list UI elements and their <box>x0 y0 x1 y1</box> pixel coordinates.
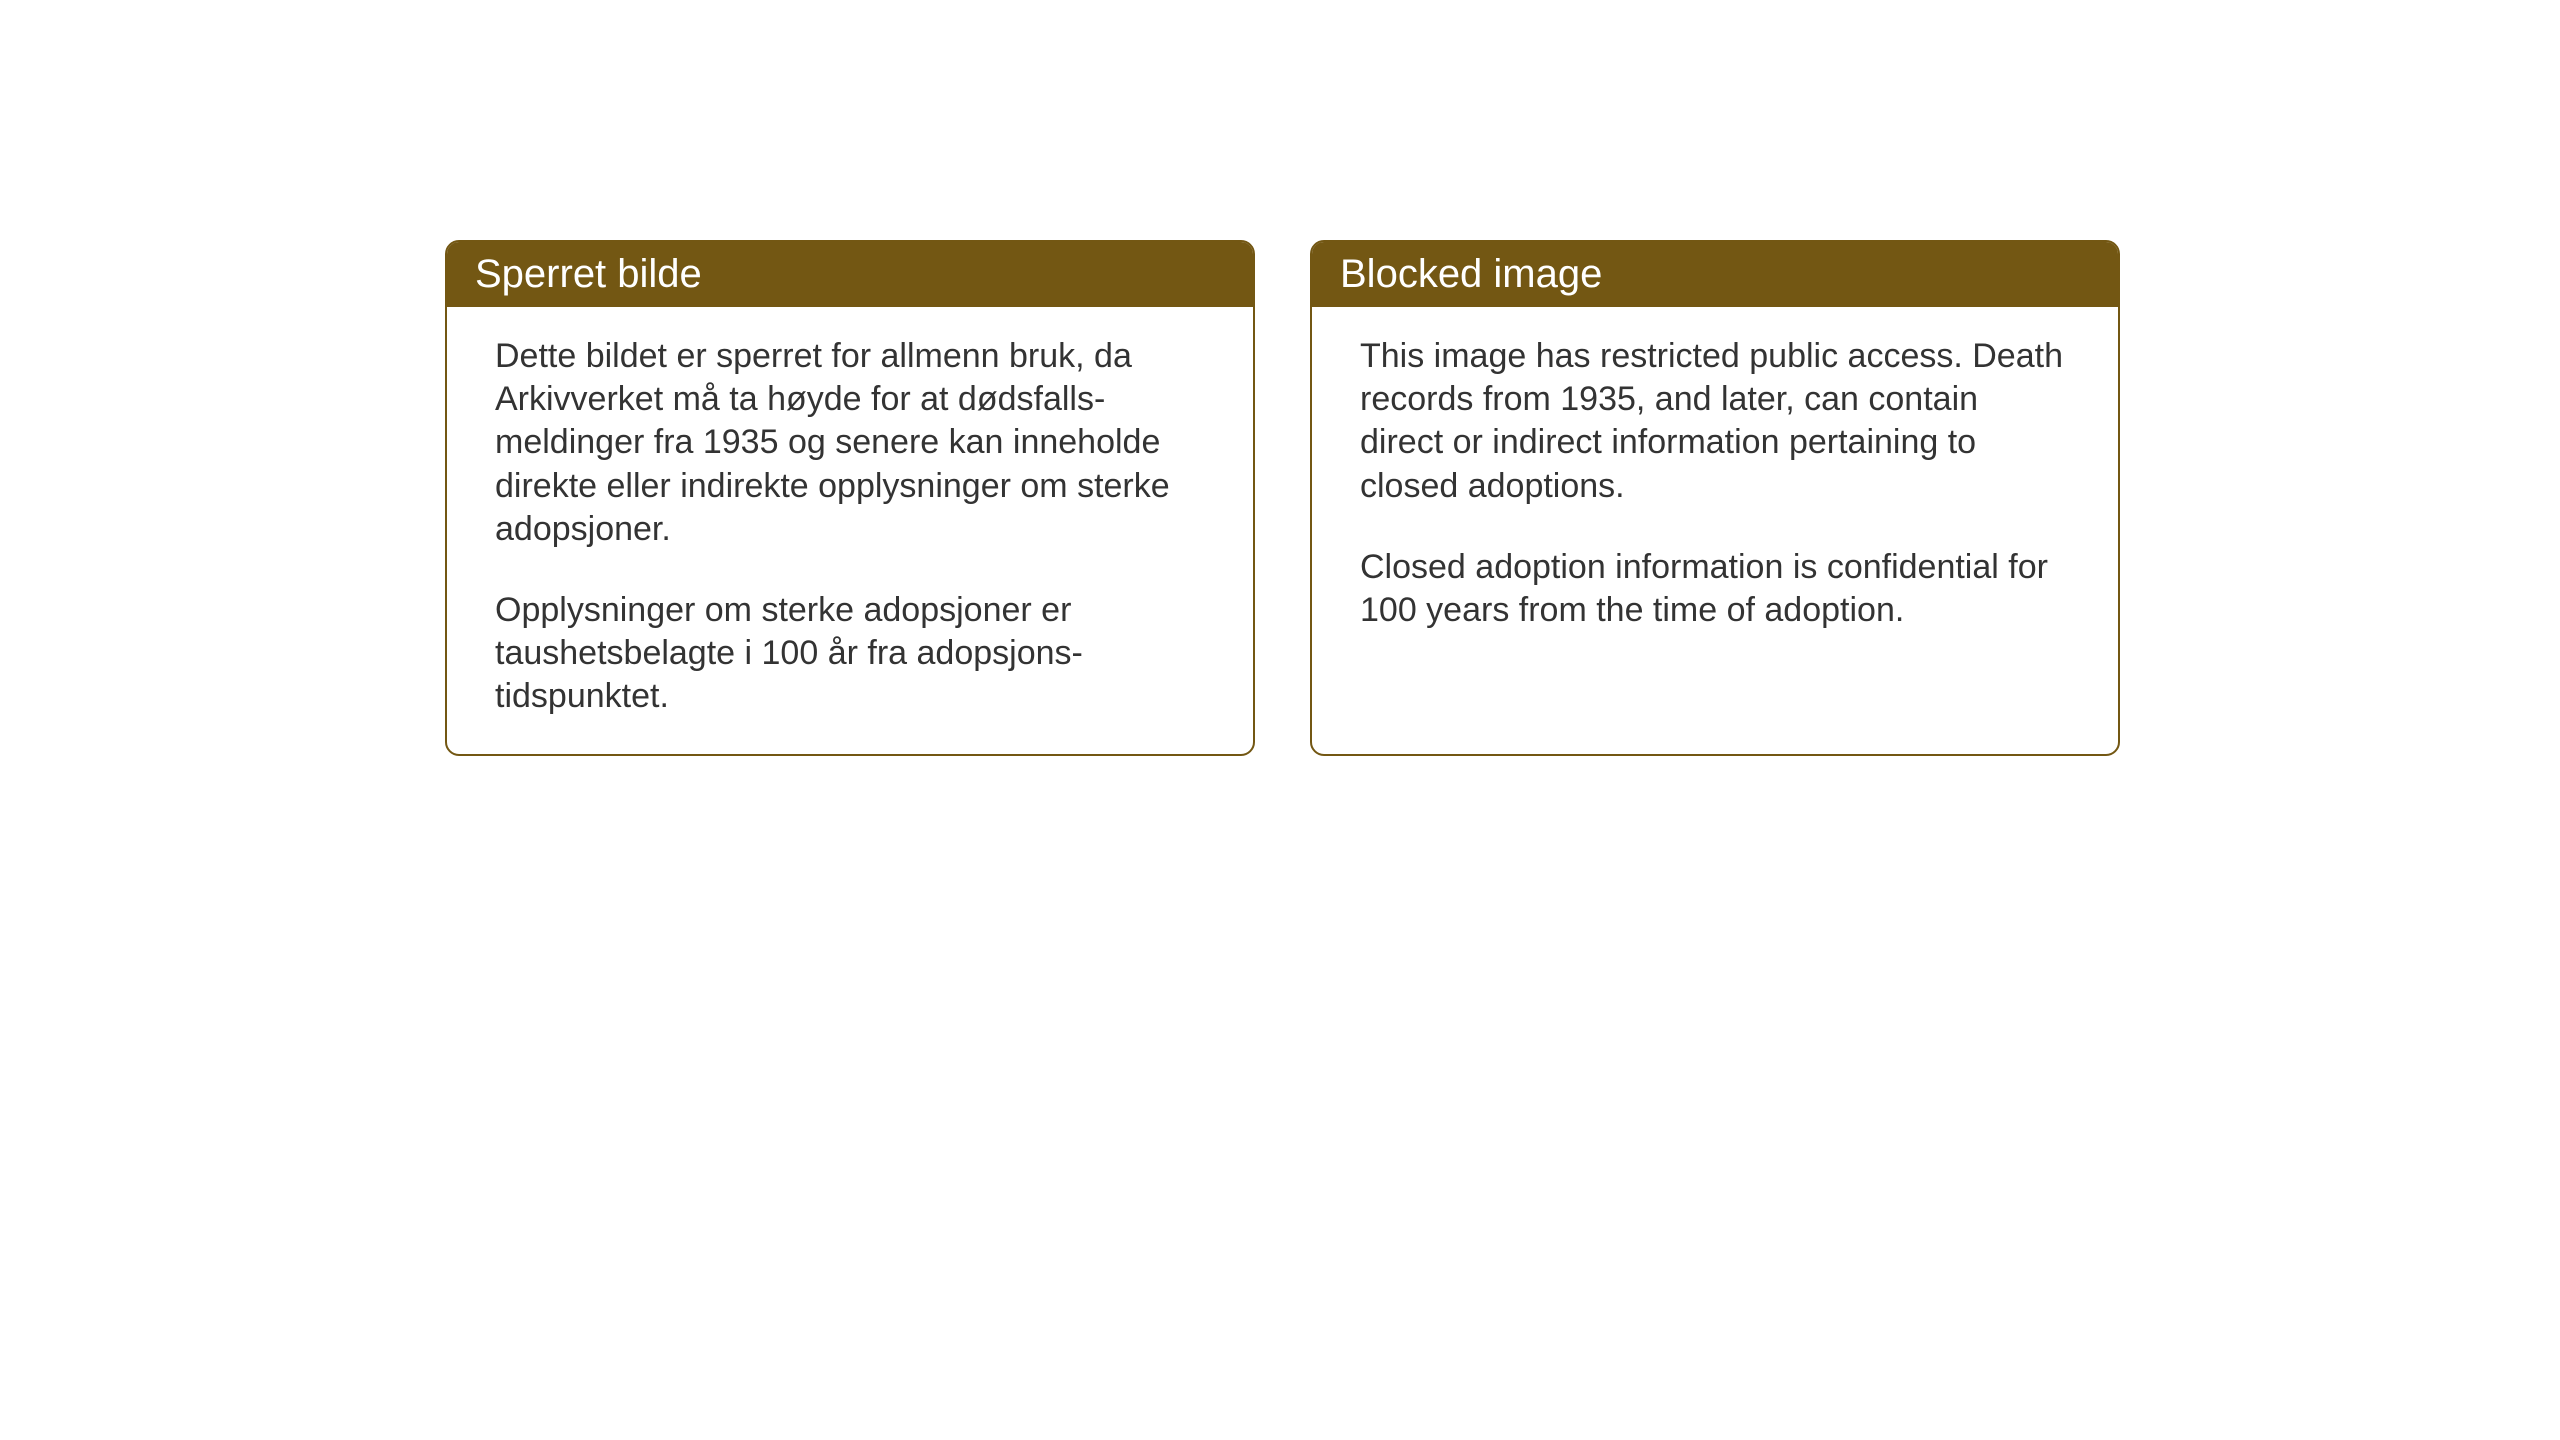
card-body-english: This image has restricted public access.… <box>1312 307 2118 668</box>
notice-card-english: Blocked image This image has restricted … <box>1310 240 2120 756</box>
card-paragraph-1-norwegian: Dette bildet er sperret for allmenn bruk… <box>495 335 1205 551</box>
notice-cards-container: Sperret bilde Dette bildet er sperret fo… <box>445 240 2120 756</box>
card-paragraph-1-english: This image has restricted public access.… <box>1360 335 2070 508</box>
card-body-norwegian: Dette bildet er sperret for allmenn bruk… <box>447 307 1253 754</box>
card-paragraph-2-norwegian: Opplysninger om sterke adopsjoner er tau… <box>495 589 1205 719</box>
card-title-norwegian: Sperret bilde <box>475 252 702 296</box>
card-title-english: Blocked image <box>1340 252 1602 296</box>
card-header-norwegian: Sperret bilde <box>447 242 1253 307</box>
notice-card-norwegian: Sperret bilde Dette bildet er sperret fo… <box>445 240 1255 756</box>
card-paragraph-2-english: Closed adoption information is confident… <box>1360 546 2070 632</box>
card-header-english: Blocked image <box>1312 242 2118 307</box>
